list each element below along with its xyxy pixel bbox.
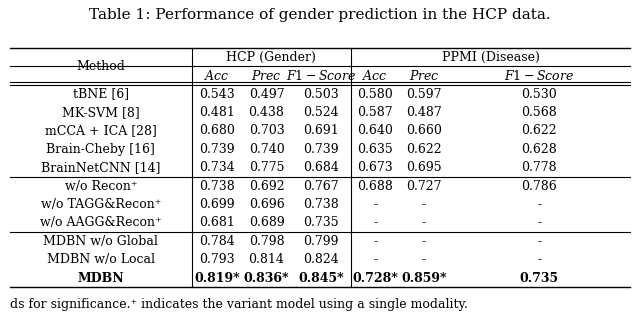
- Text: $Prec$: $Prec$: [251, 69, 282, 83]
- Text: Method: Method: [76, 60, 125, 73]
- Text: 0.497: 0.497: [249, 87, 284, 101]
- Text: 0.487: 0.487: [406, 106, 442, 119]
- Text: -: -: [537, 253, 541, 266]
- Text: 0.673: 0.673: [358, 161, 393, 174]
- Text: w/o AAGG&Recon⁺: w/o AAGG&Recon⁺: [40, 216, 162, 229]
- Text: 0.738: 0.738: [303, 198, 339, 211]
- Text: $Prec$: $Prec$: [408, 69, 440, 83]
- Text: 0.660: 0.660: [406, 124, 442, 137]
- Text: 0.695: 0.695: [406, 161, 442, 174]
- Text: 0.689: 0.689: [249, 216, 284, 229]
- Text: 0.688: 0.688: [357, 180, 394, 193]
- Text: 0.859*: 0.859*: [401, 272, 447, 285]
- Text: 0.778: 0.778: [522, 161, 557, 174]
- Text: -: -: [422, 216, 426, 229]
- Text: HCP (Gender): HCP (Gender): [227, 51, 316, 64]
- Text: 0.784: 0.784: [199, 235, 235, 248]
- Text: Brain-Cheby [16]: Brain-Cheby [16]: [46, 143, 156, 156]
- Text: 0.767: 0.767: [303, 180, 339, 193]
- Text: MDBN w/o Global: MDBN w/o Global: [44, 235, 158, 248]
- Text: -: -: [373, 253, 378, 266]
- Text: 0.622: 0.622: [522, 124, 557, 137]
- Text: $F1-Score$: $F1-Score$: [504, 69, 574, 83]
- Text: 0.727: 0.727: [406, 180, 442, 193]
- Text: 0.692: 0.692: [249, 180, 284, 193]
- Text: MK-SVM [8]: MK-SVM [8]: [62, 106, 140, 119]
- Text: MDBN: MDBN: [77, 272, 124, 285]
- Text: -: -: [537, 198, 541, 211]
- Text: -: -: [537, 235, 541, 248]
- Text: 0.543: 0.543: [199, 87, 235, 101]
- Text: 0.739: 0.739: [199, 143, 235, 156]
- Text: 0.681: 0.681: [199, 216, 235, 229]
- Text: -: -: [373, 235, 378, 248]
- Text: Table 1: Performance of gender prediction in the HCP data.: Table 1: Performance of gender predictio…: [89, 8, 551, 22]
- Text: mCCA + ICA [28]: mCCA + ICA [28]: [45, 124, 157, 137]
- Text: ds for significance.⁺ indicates the variant model using a single modality.: ds for significance.⁺ indicates the vari…: [10, 298, 467, 311]
- Text: 0.819*: 0.819*: [194, 272, 240, 285]
- Text: 0.622: 0.622: [406, 143, 442, 156]
- Text: w/o TAGG&Recon⁺: w/o TAGG&Recon⁺: [40, 198, 161, 211]
- Text: 0.824: 0.824: [303, 253, 339, 266]
- Text: 0.481: 0.481: [199, 106, 235, 119]
- Text: w/o Recon⁺: w/o Recon⁺: [65, 180, 137, 193]
- Text: 0.628: 0.628: [522, 143, 557, 156]
- Text: MDBN w/o Local: MDBN w/o Local: [47, 253, 155, 266]
- Text: 0.836*: 0.836*: [244, 272, 289, 285]
- Text: -: -: [537, 216, 541, 229]
- Text: 0.735: 0.735: [303, 216, 339, 229]
- Text: 0.814: 0.814: [248, 253, 285, 266]
- Text: 0.699: 0.699: [199, 198, 235, 211]
- Text: 0.786: 0.786: [522, 180, 557, 193]
- Text: 0.580: 0.580: [358, 87, 393, 101]
- Text: 0.703: 0.703: [249, 124, 284, 137]
- Text: 0.438: 0.438: [248, 106, 285, 119]
- Text: 0.696: 0.696: [249, 198, 284, 211]
- Text: 0.530: 0.530: [522, 87, 557, 101]
- Text: 0.503: 0.503: [303, 87, 339, 101]
- Text: -: -: [422, 198, 426, 211]
- Text: BrainNetCNN [14]: BrainNetCNN [14]: [41, 161, 161, 174]
- Text: -: -: [422, 253, 426, 266]
- Text: 0.587: 0.587: [358, 106, 393, 119]
- Text: -: -: [373, 216, 378, 229]
- Text: 0.680: 0.680: [199, 124, 235, 137]
- Text: 0.640: 0.640: [357, 124, 394, 137]
- Text: 0.735: 0.735: [520, 272, 559, 285]
- Text: 0.739: 0.739: [303, 143, 339, 156]
- Text: $F1-Score$: $F1-Score$: [286, 69, 356, 83]
- Text: 0.738: 0.738: [199, 180, 235, 193]
- Text: 0.728*: 0.728*: [353, 272, 398, 285]
- Text: 0.734: 0.734: [199, 161, 235, 174]
- Text: 0.799: 0.799: [303, 235, 339, 248]
- Text: 0.524: 0.524: [303, 106, 339, 119]
- Text: 0.793: 0.793: [199, 253, 235, 266]
- Text: 0.568: 0.568: [522, 106, 557, 119]
- Text: 0.775: 0.775: [249, 161, 284, 174]
- Text: 0.635: 0.635: [358, 143, 393, 156]
- Text: 0.798: 0.798: [249, 235, 284, 248]
- Text: tBNE [6]: tBNE [6]: [73, 87, 129, 101]
- Text: $Acc$: $Acc$: [204, 69, 230, 83]
- Text: 0.845*: 0.845*: [298, 272, 344, 285]
- Text: $Acc$: $Acc$: [362, 69, 388, 83]
- Text: -: -: [422, 235, 426, 248]
- Text: 0.597: 0.597: [406, 87, 442, 101]
- Text: 0.691: 0.691: [303, 124, 339, 137]
- Text: -: -: [373, 198, 378, 211]
- Text: 0.740: 0.740: [249, 143, 284, 156]
- Text: 0.684: 0.684: [303, 161, 339, 174]
- Text: PPMI (Disease): PPMI (Disease): [442, 51, 540, 64]
